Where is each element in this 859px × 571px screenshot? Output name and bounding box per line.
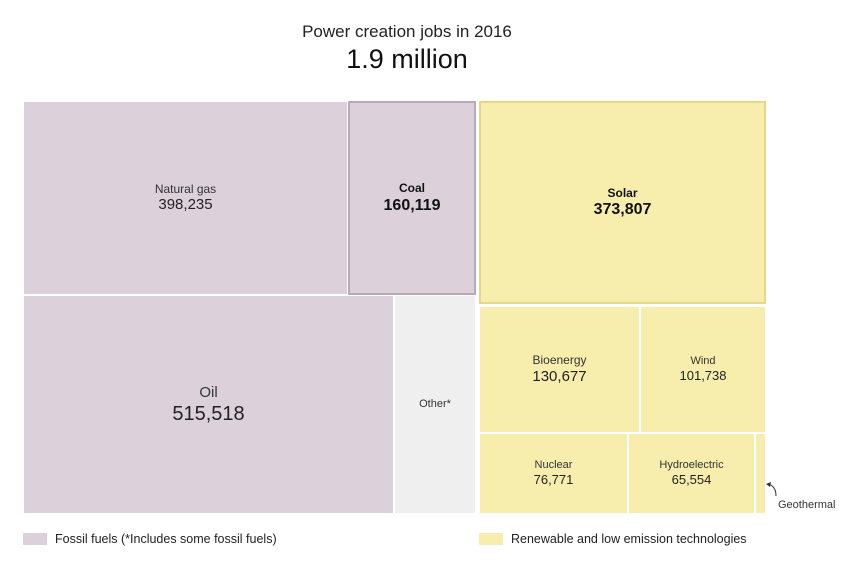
- tile-nuclear-value: 76,771: [533, 472, 574, 488]
- legend-fossil-label: Fossil fuels (*Includes some fossil fuel…: [55, 532, 277, 546]
- tile-bioenergy-value: 130,677: [532, 367, 587, 385]
- tile-natural-gas-label: Natural gas: [154, 181, 217, 196]
- legend-fossil: Fossil fuels (*Includes some fossil fuel…: [23, 532, 277, 546]
- tile-coal: Coal 160,119: [348, 101, 476, 295]
- geothermal-label: Geothermal: [778, 499, 836, 511]
- tile-geothermal: [755, 433, 766, 514]
- legend-renewable-swatch: [479, 533, 503, 545]
- tile-hydroelectric: Hydroelectric 65,554: [628, 433, 755, 514]
- tile-bioenergy: Bioenergy 130,677: [479, 306, 640, 433]
- tile-coal-label: Coal: [398, 181, 425, 196]
- tile-oil: Oil 515,518: [23, 295, 394, 514]
- tile-coal-value: 160,119: [383, 196, 441, 214]
- tile-wind-value: 101,738: [679, 368, 727, 384]
- tile-wind-label: Wind: [690, 355, 716, 368]
- tile-other-label: Other*: [419, 397, 451, 410]
- legend-renewable-label: Renewable and low emission technologies: [511, 532, 747, 546]
- tile-natural-gas: Natural gas 398,235: [23, 101, 348, 295]
- chart-title: Power creation jobs in 2016: [302, 22, 512, 41]
- tile-hydroelectric-value: 65,554: [671, 472, 712, 488]
- legend-renewable: Renewable and low emission technologies: [479, 532, 747, 546]
- legend-fossil-swatch: [23, 533, 47, 545]
- tile-oil-label: Oil: [199, 383, 218, 401]
- tile-bioenergy-label: Bioenergy: [532, 353, 587, 368]
- chart-subtitle: 1.9 million: [346, 44, 468, 74]
- tile-nuclear: Nuclear 76,771: [479, 433, 628, 514]
- tile-other: Other*: [394, 295, 476, 514]
- tile-hydroelectric-label: Hydroelectric: [659, 459, 724, 472]
- tile-solar-value: 373,807: [593, 201, 652, 219]
- tile-natural-gas-value: 398,235: [158, 196, 213, 214]
- tile-wind: Wind 101,738: [640, 306, 766, 433]
- tile-solar-label: Solar: [607, 185, 638, 200]
- tile-nuclear-label: Nuclear: [534, 459, 573, 472]
- tile-oil-value: 515,518: [172, 402, 245, 425]
- tile-solar: Solar 373,807: [479, 101, 766, 304]
- geothermal-pointer-icon: [766, 482, 777, 497]
